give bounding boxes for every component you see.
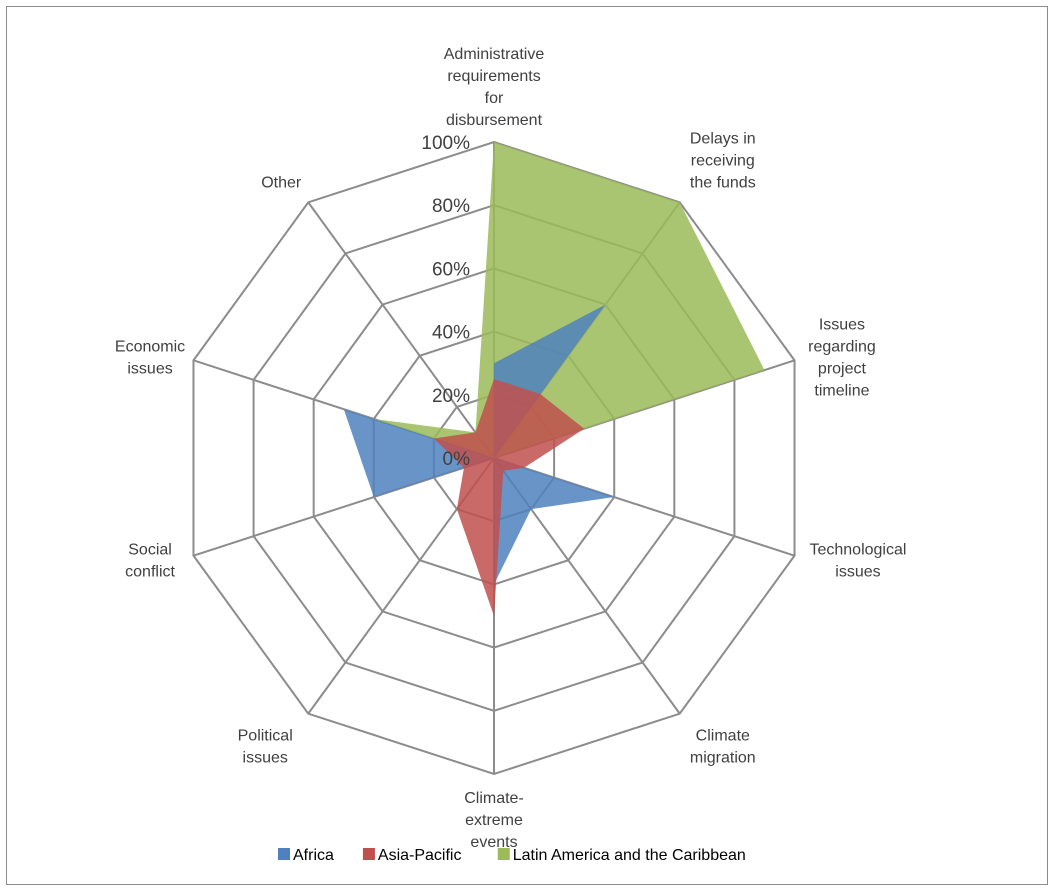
tick-label: 60% xyxy=(432,259,470,280)
category-label-line: Issues xyxy=(819,317,865,334)
category-label-line: issues xyxy=(243,749,288,766)
category-label-line: Climate- xyxy=(464,790,524,807)
series-area-africa xyxy=(343,304,615,585)
legend-swatch xyxy=(278,848,290,860)
category-label-line: project xyxy=(818,361,867,378)
category-label-line: Administrative xyxy=(444,46,545,63)
category-label: Other xyxy=(261,175,302,192)
legend-swatch xyxy=(497,848,510,860)
category-label-line: events xyxy=(470,834,517,851)
category-label-line: receiving xyxy=(691,153,755,170)
category-label: Technological issues xyxy=(809,541,906,580)
category-label-line: Economic xyxy=(115,339,185,356)
category-label-line: Political xyxy=(238,727,293,744)
category-label: Climate migration xyxy=(690,727,756,766)
category-label-line: the funds xyxy=(690,175,756,192)
category-label: Social conflict xyxy=(125,541,175,580)
category-label-line: for xyxy=(485,90,504,107)
category-label: Economic issues xyxy=(115,339,185,378)
tick-label: 80% xyxy=(432,196,470,217)
legend-label: Africa xyxy=(293,847,334,864)
category-label: Administrative requirements for disbursemen… xyxy=(444,46,545,129)
radial-tick-labels: 0% 20% 40% 60% 80% 100% xyxy=(421,133,470,470)
tick-label: 40% xyxy=(432,323,470,344)
category-label-line: Climate xyxy=(696,727,750,744)
category-label-line: conflict xyxy=(125,563,175,580)
category-label-line: regarding xyxy=(808,339,876,356)
series-area-asia-pacific xyxy=(433,379,585,616)
tick-label: 100% xyxy=(421,133,470,154)
legend-swatch xyxy=(362,848,375,860)
category-label: Political issues xyxy=(238,727,293,766)
category-label-line: Social xyxy=(128,541,172,558)
category-label-line: issues xyxy=(835,563,880,580)
category-label-line: Delays in xyxy=(690,131,756,148)
category-label: Climate-extreme events xyxy=(464,790,524,851)
tick-label: 0% xyxy=(443,449,471,470)
category-label: Delays in receiving the funds xyxy=(690,131,756,192)
category-label-line: requirements xyxy=(447,68,540,85)
radar-series xyxy=(343,142,765,616)
category-label: Issues regarding project timeline xyxy=(808,317,876,400)
category-label-line: issues xyxy=(127,361,172,378)
category-label-line: extreme xyxy=(465,812,523,829)
category-label-line: migration xyxy=(690,749,756,766)
category-label-line: Other xyxy=(261,175,302,192)
grid-spoke xyxy=(307,201,495,459)
tick-label: 20% xyxy=(432,386,470,407)
legend-label: Latin America and the Caribbean xyxy=(513,847,746,864)
category-labels: Administrative requirements for disbursemen… xyxy=(115,46,906,851)
category-label-line: Technological xyxy=(809,541,906,558)
category-label-line: disbursement xyxy=(446,112,543,129)
legend-label: Asia-Pacific xyxy=(378,847,462,864)
category-label-line: timeline xyxy=(814,383,869,400)
legend: Africa Asia-Pacific Latin America and the … xyxy=(278,847,746,864)
